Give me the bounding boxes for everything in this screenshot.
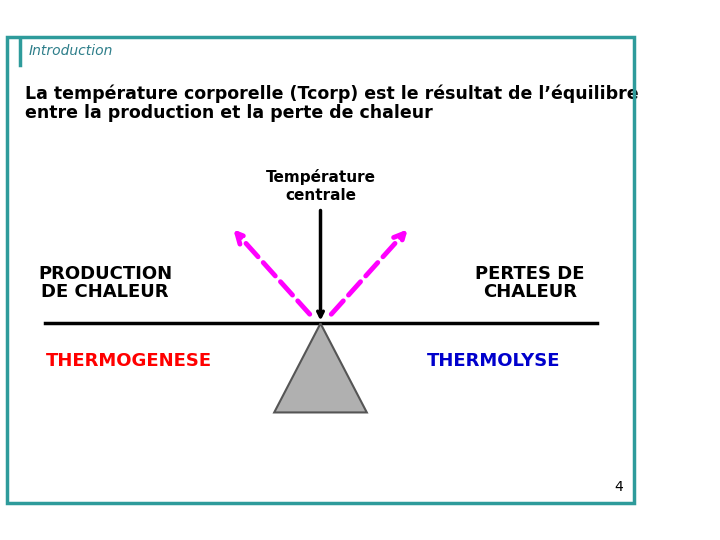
Text: CHALEUR: CHALEUR xyxy=(482,284,577,301)
Text: Introduction: Introduction xyxy=(29,44,113,58)
Text: THERMOGENESE: THERMOGENESE xyxy=(46,352,212,370)
Text: THERMOLYSE: THERMOLYSE xyxy=(428,352,561,370)
Text: entre la production et la perte de chaleur: entre la production et la perte de chale… xyxy=(25,104,433,122)
Text: La température corporelle (Tcorp) est le résultat de l’équilibre: La température corporelle (Tcorp) est le… xyxy=(25,84,639,103)
Text: PRODUCTION: PRODUCTION xyxy=(38,266,172,284)
Text: PERTES DE: PERTES DE xyxy=(475,266,585,284)
Text: Température: Température xyxy=(266,170,376,185)
Text: 4: 4 xyxy=(614,481,624,494)
Text: centrale: centrale xyxy=(285,188,356,203)
Text: DE CHALEUR: DE CHALEUR xyxy=(41,284,168,301)
Polygon shape xyxy=(274,323,366,413)
